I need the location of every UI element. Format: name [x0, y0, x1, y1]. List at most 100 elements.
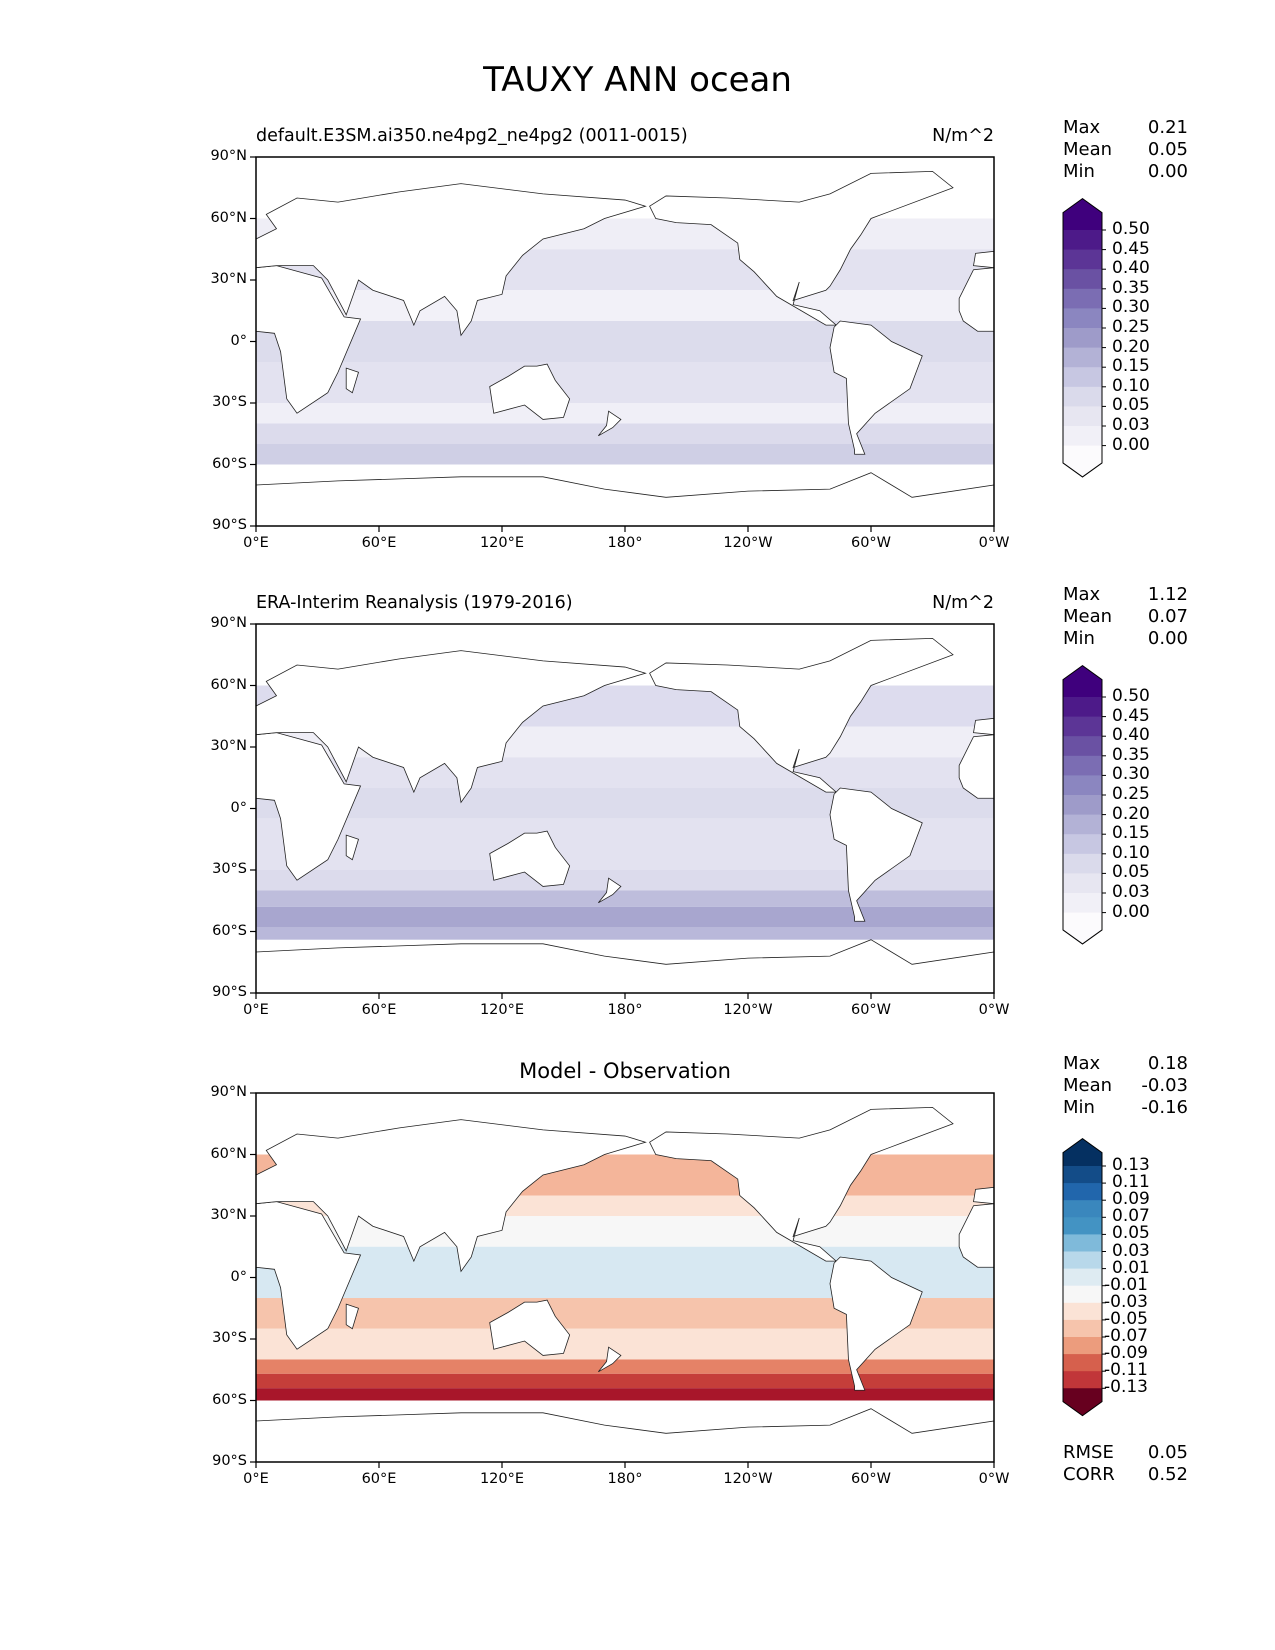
- x-tick-label: 60°W: [850, 1002, 892, 1018]
- x-tick-label: 120°E: [479, 535, 525, 551]
- coastline-eurasia: [255, 1119, 647, 1273]
- y-tick-label: 60°N: [210, 209, 247, 226]
- colorbar-label: -0.05: [1104, 1308, 1148, 1329]
- y-tick-label: 90°N: [210, 148, 247, 164]
- colorbar-label: -0.03: [1104, 1291, 1148, 1312]
- colorbar-label: 0.35: [1112, 277, 1150, 298]
- coastline-namerica: [649, 1106, 954, 1262]
- stat-label-mean: Mean: [1063, 1075, 1113, 1096]
- colorbar-extend-min: [1063, 912, 1102, 944]
- colorbar-swatch: [1063, 386, 1102, 407]
- colorbar-swatch: [1063, 406, 1102, 427]
- coastline-antarctica: [255, 939, 995, 994]
- stat-value-mean: 0.05: [1147, 139, 1188, 160]
- colorbar: [1062, 1138, 1106, 1417]
- colorbar: [1062, 198, 1106, 478]
- colorbar-label: 0.50: [1112, 686, 1150, 706]
- field-contour-band: [256, 423, 994, 444]
- colorbar-swatch: [1063, 1268, 1102, 1287]
- y-tick-label: 60°S: [212, 922, 247, 939]
- y-tick-label: 30°S: [212, 861, 247, 877]
- field-contour-band: [256, 890, 994, 907]
- colorbar-label: 0.10: [1112, 375, 1150, 396]
- corr-label: CORR: [1063, 1464, 1115, 1485]
- colorbar-label: 0.50: [1112, 219, 1150, 239]
- colorbar-swatch: [1063, 873, 1102, 894]
- colorbar-label: 0.15: [1112, 356, 1150, 377]
- colorbar-label: 0.05: [1112, 395, 1150, 416]
- colorbar-extend-min: [1063, 445, 1102, 477]
- stat-label-min: Min: [1063, 628, 1095, 649]
- x-tick-label: 120°E: [479, 1471, 525, 1487]
- colorbar-label: 0.20: [1112, 336, 1150, 357]
- colorbar-swatch: [1063, 249, 1102, 270]
- stat-label-min: Min: [1063, 161, 1095, 182]
- field-contour-band: [256, 927, 994, 940]
- coastline-africaE: [255, 265, 362, 414]
- colorbar-label: 0.00: [1112, 901, 1150, 922]
- colorbar-label: -0.11: [1104, 1360, 1148, 1381]
- colorbar-swatch: [1063, 1200, 1102, 1218]
- colorbar-swatch: [1063, 795, 1102, 816]
- y-tick-label: 0°: [230, 799, 247, 816]
- x-tick-label: 180°: [607, 535, 643, 551]
- stat-value-max: 1.12: [1147, 584, 1188, 605]
- y-tick-label: 90°S: [212, 1453, 247, 1469]
- y-tick-label: 30°S: [212, 1330, 247, 1346]
- x-tick-label: 0°E: [243, 1002, 269, 1018]
- colorbar-swatch: [1063, 893, 1102, 914]
- colorbar-swatch: [1063, 308, 1102, 329]
- x-tick-label: 180°: [607, 1002, 643, 1018]
- y-tick-label: 30°N: [210, 271, 247, 287]
- map-panel-2: [250, 623, 995, 999]
- field-contour-band: [256, 1373, 994, 1389]
- panel-title: ERA-Interim Reanalysis (1979-2016): [256, 593, 573, 613]
- colorbar-label: 0.20: [1112, 803, 1150, 824]
- y-tick-label: 60°S: [212, 455, 247, 472]
- colorbar-extend-min: [1063, 1388, 1102, 1416]
- y-tick-label: 0°: [230, 332, 247, 349]
- x-tick-label: 0°E: [243, 1471, 269, 1487]
- x-tick-label: 120°W: [723, 1471, 773, 1487]
- stat-value-max: 0.18: [1147, 1053, 1188, 1074]
- colorbar-extend-max: [1063, 198, 1102, 230]
- coastline-namerica: [649, 170, 954, 326]
- map-panel-3: [250, 1092, 995, 1468]
- coastline-samerica: [829, 1256, 923, 1391]
- y-tick-label: 30°N: [210, 738, 247, 754]
- figure-title: TAUXY ANN ocean: [483, 60, 792, 100]
- colorbar-label: 0.05: [1112, 862, 1150, 883]
- colorbar-label: 0.35: [1112, 744, 1150, 765]
- colorbar-swatch: [1063, 367, 1102, 388]
- x-tick-label: 0°W: [978, 1471, 1010, 1487]
- colorbar-outline: [1062, 198, 1103, 478]
- colorbar-label: 0.11: [1112, 1172, 1150, 1193]
- colorbar-label: 0.40: [1112, 725, 1150, 746]
- x-tick-label: 120°E: [479, 1002, 525, 1018]
- coastline-nz: [598, 877, 622, 904]
- colorbar-label: 0.25: [1112, 784, 1150, 804]
- colorbar-swatch: [1063, 1319, 1102, 1338]
- colorbar-swatch: [1063, 1285, 1102, 1304]
- colorbar-label: -0.01: [1104, 1274, 1148, 1295]
- colorbar-swatch: [1063, 426, 1102, 447]
- y-tick-label: 30°S: [212, 394, 247, 410]
- y-tick-label: 60°N: [210, 676, 247, 693]
- colorbar-swatch: [1063, 1354, 1102, 1372]
- coastline-nz: [598, 410, 622, 437]
- coastline-eurasia: [255, 183, 647, 337]
- stat-value-min: -0.16: [1141, 1097, 1188, 1118]
- stat-value-mean: -0.03: [1141, 1075, 1188, 1096]
- colorbar-swatch: [1063, 269, 1102, 290]
- colorbar: [1062, 665, 1106, 945]
- y-tick-label: 0°: [230, 1268, 247, 1285]
- colorbar-label: -0.09: [1104, 1343, 1148, 1364]
- colorbar-swatch: [1063, 1337, 1102, 1355]
- colorbar-swatch: [1063, 716, 1102, 737]
- y-tick-label: 90°N: [210, 615, 247, 631]
- stat-value-max: 0.21: [1147, 117, 1188, 138]
- colorbar-label: 0.03: [1112, 882, 1150, 902]
- stat-label-mean: Mean: [1063, 139, 1113, 160]
- x-tick-label: 0°W: [978, 535, 1010, 551]
- coastline-europeW: [973, 717, 995, 736]
